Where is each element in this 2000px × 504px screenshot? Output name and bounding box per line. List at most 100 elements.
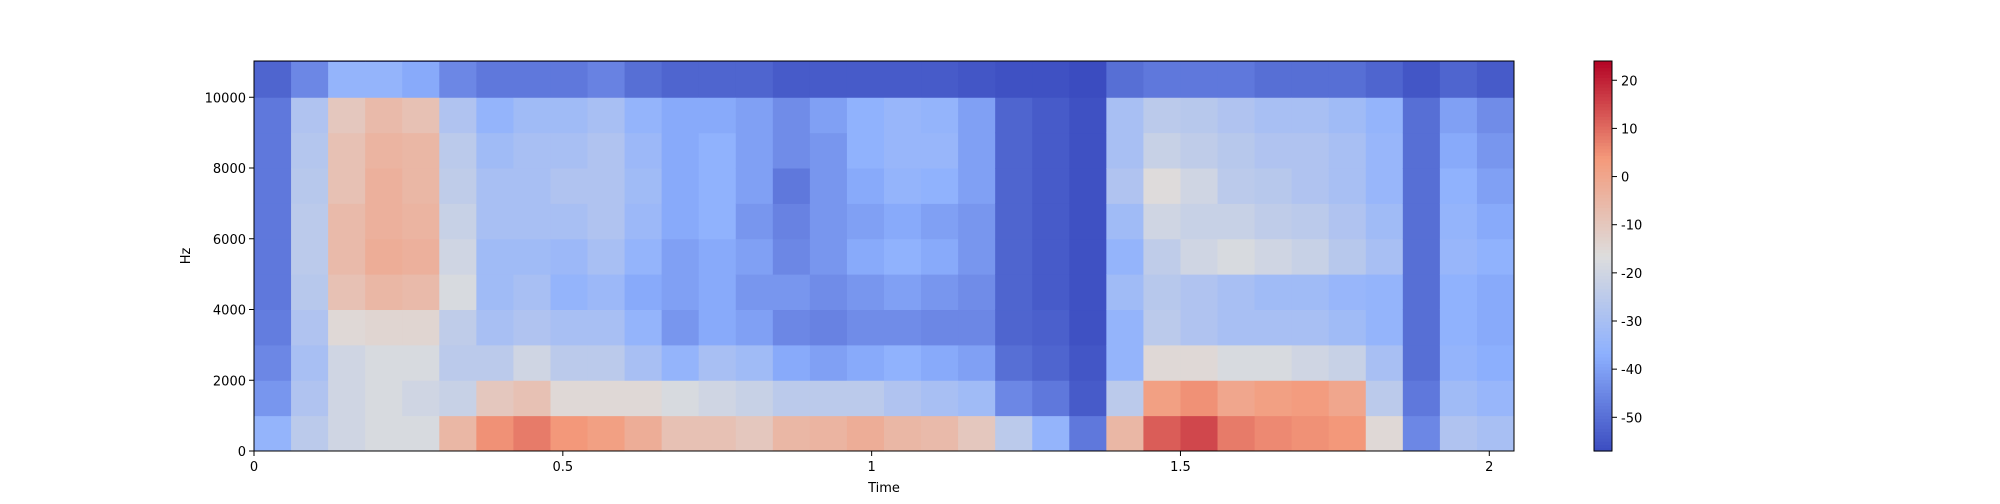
colorbar-segment xyxy=(1594,389,1612,394)
spectrogram-cell xyxy=(1143,132,1181,169)
spectrogram-cell xyxy=(328,203,366,240)
spectrogram-cell xyxy=(476,380,514,417)
spectrogram-cell xyxy=(921,309,959,346)
spectrogram-cell xyxy=(921,97,959,134)
spectrogram-cell xyxy=(1032,274,1070,311)
colorbar-segment xyxy=(1594,152,1612,156)
spectrogram-cell xyxy=(550,380,589,417)
spectrogram-cell xyxy=(809,203,848,240)
spectrogram-cell xyxy=(921,132,959,169)
spectrogram-cell xyxy=(1106,344,1144,381)
spectrogram-cell xyxy=(365,168,403,204)
spectrogram-cell xyxy=(884,238,922,275)
spectrogram-cell xyxy=(1143,415,1181,452)
spectrogram-cell xyxy=(809,415,848,452)
colorbar-tick-label: 0 xyxy=(1621,171,1629,186)
spectrogram-cell xyxy=(1069,415,1107,452)
spectrogram-cell xyxy=(1328,61,1367,98)
spectrogram-cell xyxy=(884,168,922,204)
y-tick-label: 10000 xyxy=(205,91,246,106)
colorbar-segment xyxy=(1594,379,1612,384)
spectrogram-cell xyxy=(846,309,885,346)
spectrogram-cell xyxy=(328,415,366,452)
spectrogram-cell xyxy=(1106,168,1144,204)
spectrogram-cell xyxy=(587,344,626,381)
spectrogram-cell xyxy=(1254,380,1293,417)
spectrogram-cell xyxy=(772,274,811,311)
spectrogram-cell xyxy=(328,168,366,204)
spectrogram-cell xyxy=(1069,203,1107,240)
colorbar-segment xyxy=(1594,353,1612,358)
spectrogram-cell xyxy=(365,309,403,346)
spectrogram-cell xyxy=(1476,238,1515,275)
y-tick-label: 6000 xyxy=(213,233,246,248)
spectrogram-cell xyxy=(884,415,922,452)
spectrogram-cell xyxy=(1291,168,1330,204)
spectrogram-cell xyxy=(1217,274,1256,311)
spectrogram-cell xyxy=(439,274,477,311)
colorbar-segment xyxy=(1594,269,1612,273)
spectrogram-cell xyxy=(439,132,477,169)
plot-frame xyxy=(253,60,1515,452)
spectrogram-cell xyxy=(402,415,440,452)
colorbar-segment xyxy=(1594,295,1612,299)
spectrogram-cell xyxy=(1217,344,1256,381)
spectrogram-cell xyxy=(661,132,700,169)
spectrogram-cell xyxy=(587,61,626,98)
x-tick-label: 1 xyxy=(868,460,876,475)
spectrogram-cell xyxy=(809,309,848,346)
spectrogram-cell xyxy=(1291,132,1330,169)
spectrogram-cell xyxy=(735,238,774,275)
spectrogram-cell xyxy=(735,132,774,169)
spectrogram-cell xyxy=(1476,274,1515,311)
spectrogram-cell xyxy=(1143,238,1181,275)
colorbar-segment xyxy=(1594,158,1612,163)
colorbar-segment xyxy=(1594,428,1612,433)
spectrogram-cell xyxy=(1180,309,1219,346)
colorbar-segment xyxy=(1594,366,1612,371)
spectrogram-cell xyxy=(476,168,514,204)
spectrogram-cell xyxy=(772,238,811,275)
spectrogram-cell xyxy=(1328,415,1367,452)
spectrogram-cell xyxy=(1402,309,1441,346)
spectrogram-cell xyxy=(735,344,774,381)
spectrogram-cell xyxy=(846,168,885,204)
colorbar-segment xyxy=(1594,178,1612,182)
spectrogram-cell xyxy=(587,168,626,204)
spectrogram-cell xyxy=(921,415,959,452)
spectrogram-cell xyxy=(1476,97,1515,134)
colorbar-segment xyxy=(1594,168,1612,173)
spectrogram-cell xyxy=(513,203,551,240)
colorbar-segment xyxy=(1594,139,1612,143)
spectrogram-cell xyxy=(624,238,663,275)
spectrogram-cell xyxy=(254,274,292,311)
spectrogram-cell xyxy=(1476,309,1515,346)
colorbar-segment xyxy=(1594,249,1612,254)
spectrogram-cell xyxy=(1180,168,1219,204)
spectrogram-cell xyxy=(291,168,329,204)
spectrogram-cell xyxy=(550,203,589,240)
spectrogram-cell xyxy=(1328,380,1367,417)
spectrogram-cell xyxy=(921,61,959,98)
spectrogram-cell xyxy=(1291,203,1330,240)
spectrogram-cell xyxy=(328,132,366,169)
spectrogram-cell xyxy=(624,168,663,204)
spectrogram-cell xyxy=(1106,238,1144,275)
spectrogram-cell xyxy=(291,132,329,169)
colorbar-segment xyxy=(1594,412,1612,416)
spectrogram-cell xyxy=(476,344,514,381)
colorbar-segment xyxy=(1594,350,1612,355)
colorbar-segment xyxy=(1594,330,1612,335)
colorbar-segment xyxy=(1594,129,1612,134)
colorbar-segment xyxy=(1594,395,1612,400)
colorbar-segment xyxy=(1594,61,1612,65)
colorbar-segment xyxy=(1594,161,1612,166)
spectrogram-cell xyxy=(1328,238,1367,275)
x-tick-label: 1.5 xyxy=(1170,460,1191,475)
spectrogram-cell xyxy=(439,309,477,346)
spectrogram-cell xyxy=(550,274,589,311)
spectrogram-cell xyxy=(661,274,700,311)
colorbar-segment xyxy=(1594,311,1612,316)
colorbar-segment xyxy=(1594,132,1612,137)
spectrogram-cell xyxy=(1365,344,1404,381)
